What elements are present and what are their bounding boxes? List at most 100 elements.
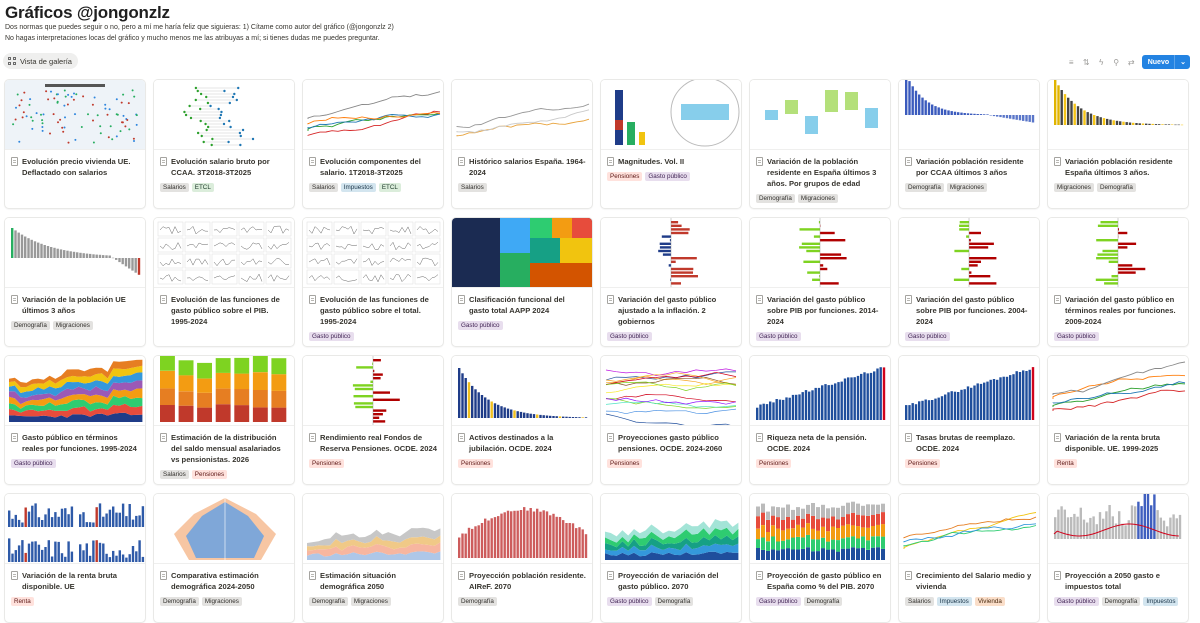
card-title: Activos destinados a la jubilación. OCDE… — [469, 433, 554, 453]
tag-pill: Impuestos — [936, 597, 972, 606]
card-title: Proyección población residente. AIReF. 2… — [469, 571, 586, 591]
page-icon — [160, 433, 167, 442]
card-title: Proyección de gasto público en España co… — [767, 571, 882, 591]
tag-pill: Salarios — [458, 183, 487, 192]
page-title: Gráficos @jongonzlz — [5, 3, 170, 22]
gallery-card[interactable]: Riqueza neta de la pensión. OCDE. 2024 Pe… — [749, 355, 891, 485]
new-button-label: Nuevo — [1147, 58, 1170, 66]
card-tags: Pensiones — [458, 459, 586, 468]
card-title: Crecimiento del Salario medio y vivienda — [916, 571, 1032, 591]
new-button[interactable]: Nuevo ⌄ — [1141, 55, 1190, 69]
gallery-card[interactable]: Variación del gasto público sobre PIB po… — [898, 217, 1040, 347]
page-icon — [458, 157, 465, 166]
card-thumbnail-image — [601, 494, 741, 564]
card-tags: Gasto público — [309, 332, 437, 341]
tag-pill: Gasto público — [1054, 332, 1099, 341]
tag-pill: Gasto público — [756, 597, 801, 606]
card-thumbnail-image — [452, 218, 592, 288]
gallery-view-tab[interactable]: Vista de galería — [3, 53, 78, 69]
card-thumbnail-image — [5, 356, 145, 426]
card-thumbnail-image — [750, 80, 890, 150]
gallery-card[interactable]: Variación del gasto público sobre PIB po… — [749, 217, 891, 347]
gallery-card[interactable]: Histórico salarios España. 1964-2024 Sala… — [451, 79, 593, 209]
gallery-card[interactable]: Comparativa estimación demográfica 2024-… — [153, 493, 295, 623]
tag-pill: Impuestos — [1143, 597, 1179, 606]
tag-pill: Migraciones — [797, 194, 838, 203]
card-thumbnail-image — [154, 356, 294, 426]
card-title: Variación de la renta bruta disponible. … — [22, 571, 117, 591]
tag-pill: Demografía — [309, 597, 348, 606]
gallery-card[interactable]: Variación de la renta bruta disponible. … — [4, 493, 146, 623]
card-tags: Demografía Migraciones — [309, 597, 437, 606]
card-thumbnail-image — [303, 356, 443, 426]
gallery-card[interactable]: Crecimiento del Salario medio y vivienda… — [898, 493, 1040, 623]
chevron-down-icon[interactable]: ⌄ — [1180, 59, 1186, 66]
page-icon — [160, 295, 167, 304]
card-title: Proyecciones gasto público pensiones. OC… — [618, 433, 723, 453]
card-title: Variación población residente España últ… — [1065, 157, 1173, 177]
card-thumbnail-image — [154, 494, 294, 564]
gallery-card[interactable]: Gasto público en términos reales por fun… — [4, 355, 146, 485]
card-tags: Salarios Pensiones — [160, 470, 288, 479]
card-thumbnail-image — [899, 494, 1039, 564]
page-icon — [756, 571, 763, 580]
card-tags: Demografía — [458, 597, 586, 606]
card-thumbnail-image — [601, 218, 741, 288]
card-title: Variación del gasto público en términos … — [1065, 295, 1176, 326]
page-icon — [458, 295, 465, 304]
settings-icon[interactable]: ⇄ — [1127, 57, 1135, 67]
card-title: Proyección a 2050 gasto e impuestos tota… — [1065, 571, 1160, 591]
card-tags: Gasto público Demografía Impuestos — [1054, 597, 1182, 606]
gallery-card[interactable]: Variación del gasto público en términos … — [1047, 217, 1189, 347]
card-tags: Demografía Migraciones — [756, 194, 884, 203]
card-thumbnail-image — [899, 80, 1039, 150]
filter-icon[interactable]: ≡ — [1068, 57, 1074, 67]
gallery-card[interactable]: Evolución de las funciones de gasto públ… — [153, 217, 295, 347]
card-title: Magnitudes. Vol. II — [618, 157, 685, 166]
search-icon[interactable]: ⚲ — [1113, 57, 1120, 67]
gallery-card[interactable]: Estimación situación demográfica 2050 Dem… — [302, 493, 444, 623]
tag-pill: Demografía — [1096, 183, 1136, 192]
card-tags: Salarios — [458, 183, 586, 192]
tag-pill: Pensiones — [309, 459, 345, 468]
gallery-card[interactable]: Variación población residente por CCAA ú… — [898, 79, 1040, 209]
gallery-card[interactable]: Variación de la población UE últimos 3 a… — [4, 217, 146, 347]
gallery-card[interactable]: Variación de la renta bruta disponible. … — [1047, 355, 1189, 485]
card-tags: Gasto público — [756, 332, 884, 341]
gallery-view-label: Vista de galería — [20, 56, 72, 66]
page-icon — [160, 157, 167, 166]
automation-icon[interactable]: ϟ — [1099, 57, 1104, 67]
card-title: Estimación situación demográfica 2050 — [320, 571, 396, 591]
card-title: Tasas brutas de reemplazo. OCDE. 2024 — [916, 433, 1016, 453]
tag-pill: Demografía — [803, 597, 843, 606]
gallery-card[interactable]: Proyección a 2050 gasto e impuestos tota… — [1047, 493, 1189, 623]
gallery-card[interactable]: Activos destinados a la jubilación. OCDE… — [451, 355, 593, 485]
gallery-card[interactable]: Proyección población residente. AIReF. 2… — [451, 493, 593, 623]
gallery-card[interactable]: Evolución de las funciones de gasto públ… — [302, 217, 444, 347]
gallery-card[interactable]: Proyección de gasto público en España co… — [749, 493, 891, 623]
gallery-card[interactable]: Evolución componentes del salario. 1T201… — [302, 79, 444, 209]
card-title: Variación de la renta bruta disponible. … — [1065, 433, 1160, 453]
tag-pill: Migraciones — [946, 183, 987, 192]
page-icon — [905, 157, 912, 166]
card-tags: Gasto público — [11, 459, 139, 468]
card-thumbnail-image — [899, 218, 1039, 288]
gallery-card[interactable]: Clasificación funcional del gasto total … — [451, 217, 593, 347]
gallery-card[interactable]: Variación del gasto público ajustado a l… — [600, 217, 742, 347]
page-icon — [756, 157, 763, 166]
tag-pill: Gasto público — [645, 172, 690, 181]
sort-icon[interactable]: ⇅ — [1082, 57, 1090, 67]
gallery-card[interactable]: Estimación de la distribución del saldo … — [153, 355, 295, 485]
gallery-card[interactable]: Magnitudes. Vol. II Pensiones Gasto públic… — [600, 79, 742, 209]
gallery-card[interactable]: Evolución salario bruto por CCAA. 3T2018… — [153, 79, 295, 209]
gallery-card[interactable]: Evolución precio vivienda UE. Deflactado… — [4, 79, 146, 209]
gallery-card[interactable]: Tasas brutas de reemplazo. OCDE. 2024 Pen… — [898, 355, 1040, 485]
gallery-card[interactable]: Proyección de variación del gasto públic… — [600, 493, 742, 623]
card-tags: Pensiones — [309, 459, 437, 468]
gallery-card[interactable]: Proyecciones gasto público pensiones. OC… — [600, 355, 742, 485]
gallery-card[interactable]: Variación población residente España últ… — [1047, 79, 1189, 209]
gallery-card[interactable]: Variación de la población residente en E… — [749, 79, 891, 209]
card-thumbnail-image — [750, 356, 890, 426]
page-icon — [607, 157, 614, 166]
gallery-card[interactable]: Rendimiento real Fondos de Reserva Pensi… — [302, 355, 444, 485]
